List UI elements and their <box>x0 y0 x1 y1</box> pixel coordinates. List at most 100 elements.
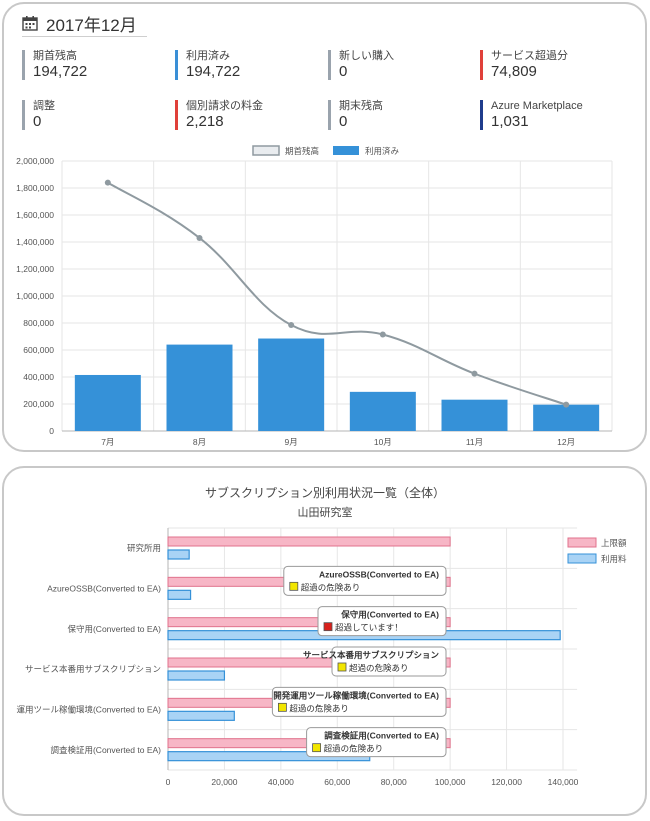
tooltip-title: 調査検証用(Converted to EA) <box>324 731 439 741</box>
status-swatch <box>277 702 287 712</box>
y-tick-label: 400,000 <box>23 372 54 382</box>
y-tick-label: 調査検証用(Converted to EA) <box>50 745 161 755</box>
kpi-value: 0 <box>339 63 348 80</box>
tooltip-box <box>271 686 447 717</box>
y-tick-label: 1,800,000 <box>16 183 54 193</box>
month-title-row: 2017年12月 <box>22 10 147 37</box>
annotation-tooltip: 調査検証用(Converted to EA) 超過の危険あり <box>306 727 447 758</box>
y-tick-label: AzureOSSB(Converted to EA) <box>47 584 161 594</box>
y-tick-label: サービス本番用サブスクリプション <box>25 664 161 674</box>
y-tick-label: 運用ツール稼働環境(Converted to EA) <box>16 705 161 715</box>
y-tick-label: 0 <box>49 426 54 436</box>
x-tick-label: 0 <box>166 777 171 787</box>
tooltip-title: 保守用(Converted to EA) <box>340 610 439 620</box>
annotation-tooltip: 保守用(Converted to EA) 超過しています！ <box>317 606 447 637</box>
x-tick-label: 8月 <box>193 437 206 447</box>
tooltip-status: 超過の危険あり <box>289 703 349 713</box>
legend-swatch-limit <box>567 537 597 548</box>
bar-used <box>258 338 325 431</box>
kpi-service-overage: サービス超過分 74,809 <box>480 50 620 80</box>
y-tick-label: 研究所用 <box>127 543 161 553</box>
subscription-usage-chart: サブスクリプション別利用状況一覧（全体） 山田研究室 0 20,000 40,000 60… <box>16 485 627 787</box>
month-title: 2017年12月 <box>46 15 137 35</box>
y-tick-label: 1,200,000 <box>16 264 54 274</box>
kpi-label: Azure Marketplace <box>491 100 583 112</box>
x-tick-label: 120,000 <box>491 777 522 787</box>
kpi-closing-balance: 期末残高 0 <box>328 100 468 130</box>
bar-usage <box>167 589 192 600</box>
calendar-icon <box>22 16 38 31</box>
x-tick-label: 20,000 <box>211 777 237 787</box>
kpi-used: 利用済み 194,722 <box>175 50 315 80</box>
legend-label: 上限額 <box>601 538 627 548</box>
y-tick-label: 200,000 <box>23 399 54 409</box>
y-tick-label: 2,000,000 <box>16 156 54 166</box>
kpi-label: 利用済み <box>186 50 230 62</box>
legend-swatch-balance <box>252 145 280 156</box>
tooltip-box <box>306 727 447 758</box>
legend-label: 利用済み <box>365 146 400 156</box>
x-tick-label: 40,000 <box>268 777 294 787</box>
x-tick-label: 12月 <box>557 437 575 447</box>
balance-point <box>104 179 111 186</box>
status-swatch <box>312 743 322 753</box>
kpi-value: 0 <box>33 113 42 130</box>
x-tick-label: 140,000 <box>548 777 579 787</box>
tooltip-title: 開発運用ツール稼働環境(Converted to EA) <box>273 690 439 700</box>
legend-label: 利用料 <box>601 554 627 564</box>
bar-used <box>166 344 233 431</box>
chart-subtitle: 山田研究室 <box>298 505 353 519</box>
tooltip-title: AzureOSSB(Converted to EA) <box>319 569 439 579</box>
kpi-azure-marketplace: Azure Marketplace 1,031 <box>480 100 620 130</box>
y-tick-label: 1,600,000 <box>16 210 54 220</box>
bar-limit <box>167 536 451 547</box>
kpi-new-purchase: 新しい購入 0 <box>328 50 468 80</box>
kpi-value: 2,218 <box>186 113 224 130</box>
kpi-value: 194,722 <box>33 63 88 80</box>
y-tick-label: 1,000,000 <box>16 291 54 301</box>
x-tick-label: 7月 <box>101 437 114 447</box>
balance-point <box>563 401 570 408</box>
bar-usage <box>167 670 226 681</box>
balance-point <box>379 331 386 338</box>
tooltip-box <box>317 606 447 637</box>
y-tick-label: 1,400,000 <box>16 237 54 247</box>
x-tick-label: 9月 <box>285 437 298 447</box>
kpi-label: サービス超過分 <box>491 50 568 62</box>
x-tick-label: 100,000 <box>435 777 466 787</box>
tooltip-status: 超過の危険あり <box>324 744 384 754</box>
kpi-label: 個別請求の料金 <box>186 100 263 112</box>
x-tick-label: 10月 <box>374 437 392 447</box>
tooltip-title: サービス本番用サブスクリプション <box>303 650 440 660</box>
kpi-label: 調整 <box>33 100 55 112</box>
bar-usage <box>167 549 190 560</box>
bar-usage <box>167 710 235 721</box>
tooltip-status: 超過の危険あり <box>349 663 409 673</box>
bar-used <box>533 404 600 431</box>
status-swatch <box>323 622 333 632</box>
balance-point <box>471 370 478 377</box>
x-tick-label: 60,000 <box>324 777 350 787</box>
tooltip-status: 超過しています！ <box>335 623 403 633</box>
legend-label: 期首残高 <box>285 146 319 156</box>
kpi-label: 新しい購入 <box>339 50 394 62</box>
kpi-label: 期首残高 <box>33 50 77 62</box>
bar-used <box>349 391 416 431</box>
kpi-value: 74,809 <box>491 63 537 80</box>
balance-point <box>288 322 295 329</box>
y-tick-label: 保守用(Converted to EA) <box>67 624 161 634</box>
legend-swatch-used <box>333 146 359 155</box>
bar-used <box>74 374 141 431</box>
tooltip-status: 超過の危険あり <box>301 582 361 592</box>
legend-swatch-usage <box>567 553 597 564</box>
tooltip-box <box>331 646 447 677</box>
kpi-separate-charges: 個別請求の料金 2,218 <box>175 100 315 130</box>
bar-limit <box>167 657 451 668</box>
x-tick-label: 80,000 <box>381 777 407 787</box>
y-tick-label: 800,000 <box>23 318 54 328</box>
annotation-tooltip: AzureOSSB(Converted to EA) 超過の危険あり <box>283 565 447 596</box>
bar-limit <box>167 617 451 628</box>
status-swatch <box>337 662 347 672</box>
monthly-balance-chart: 0 200,000 400,000 600,000 800,000 1,000,000 1,… <box>16 145 613 447</box>
